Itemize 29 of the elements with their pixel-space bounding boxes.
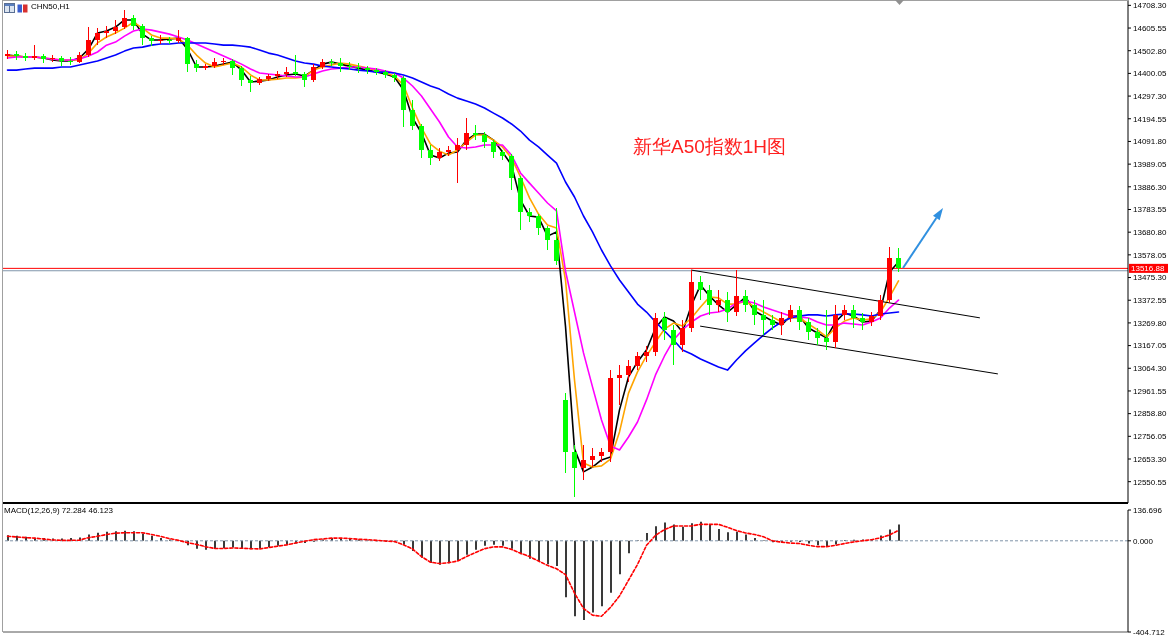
y-tick-label: 13269.80 [1133, 318, 1167, 328]
y-tick-label: 0.000 [1133, 536, 1154, 546]
y-tick-label: 14605.55 [1133, 23, 1167, 33]
y-tick-label: 14502.80 [1133, 46, 1167, 56]
y-tick-label: 13783.55 [1133, 205, 1167, 215]
ref-line-label: 13516.88 [1131, 264, 1165, 274]
y-tick-label: 13064.30 [1133, 364, 1167, 374]
y-tick-label: 13989.05 [1133, 159, 1167, 169]
y-tick-label: 14194.55 [1133, 114, 1167, 124]
y-tick-label: 12858.80 [1133, 409, 1167, 419]
y-tick-label: 13167.05 [1133, 341, 1167, 351]
y-tick-label: 13475.30 [1133, 273, 1167, 283]
y-tick-label: 14708.30 [1133, 1, 1167, 11]
y-tick-label: 12550.55 [1133, 477, 1167, 487]
chart-subtitle: CHN50,H1 [31, 2, 70, 11]
text: 新华A50指数1H图 [633, 136, 787, 157]
y-tick-label: 136.696 [1133, 505, 1163, 515]
y-tick-label: 14297.30 [1133, 91, 1167, 101]
y-tick-label: 13372.55 [1133, 296, 1167, 306]
y-tick-label: 13680.80 [1133, 228, 1167, 238]
y-tick-label: -404.712 [1133, 627, 1166, 636]
y-tick-label: 12653.30 [1133, 454, 1167, 464]
y-tick-label: 12756.05 [1133, 432, 1167, 442]
y-tick-label: 13886.30 [1133, 182, 1167, 192]
chart-title: MACD(12,26,9) 72.284 46.123 [4, 506, 113, 515]
y-tick-label: 14400.05 [1133, 69, 1167, 79]
y-tick-label: 13578.05 [1133, 250, 1167, 260]
y-tick-label: 12961.55 [1133, 386, 1167, 396]
y-tick-label: 14091.80 [1133, 137, 1167, 147]
